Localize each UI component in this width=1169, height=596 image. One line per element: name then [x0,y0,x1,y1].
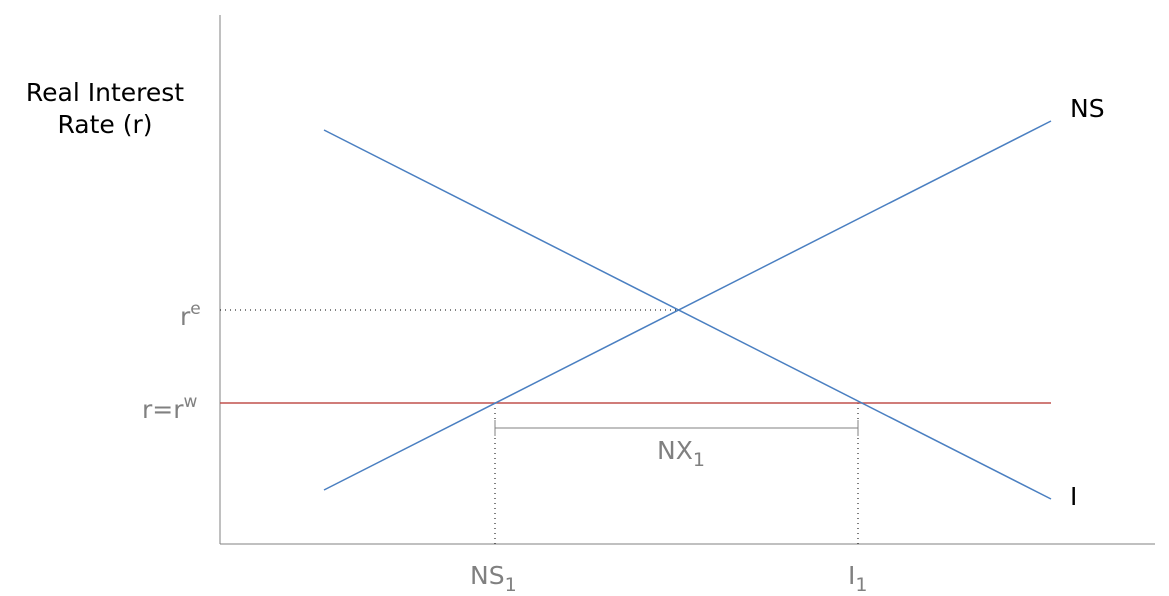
i-curve-label: I [1070,482,1077,511]
nx-label: NX1 [657,436,705,471]
rw-tick-label: r=rw [142,392,198,424]
y-axis-title-line2: Rate (r) [57,110,152,139]
ns-curve-label: NS [1070,94,1105,123]
y-axis-title-line1: Real Interest [26,78,184,107]
ns-curve [323,120,1052,491]
i-curve [323,129,1052,500]
ns1-tick-label: NS1 [470,561,517,596]
i1-tick-label: I1 [848,561,867,596]
nx-bracket [494,420,859,436]
re-tick-label: re [180,299,201,331]
